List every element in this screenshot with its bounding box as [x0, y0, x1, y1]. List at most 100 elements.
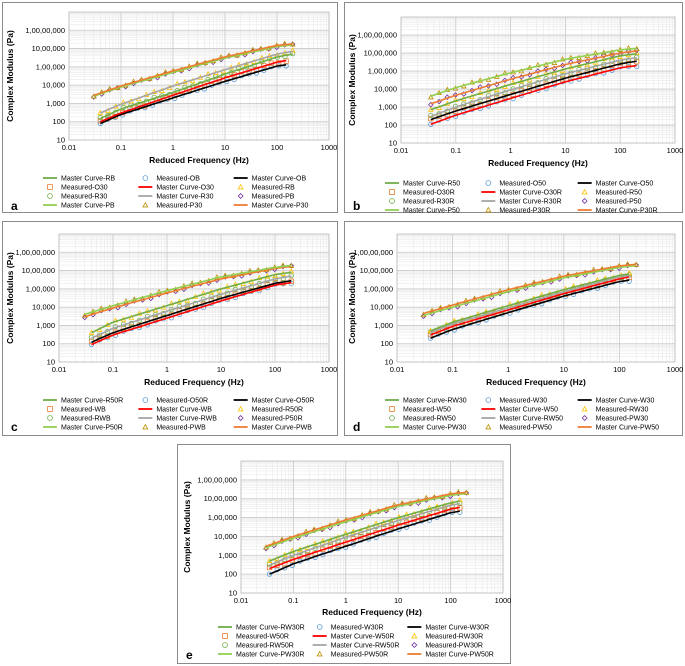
legend-marker-swatch — [581, 188, 588, 195]
legend-marker-swatch — [316, 624, 323, 630]
legend-item: Measured-W30 — [485, 397, 547, 405]
y-tick-label: 10,000 — [214, 532, 237, 541]
legend-item: Measured-RW50R — [222, 642, 294, 650]
panel-label-b: b — [353, 199, 361, 213]
legend-marker-swatch — [581, 198, 588, 204]
legend-item: Measured-R30R — [389, 198, 454, 206]
x-tick-label: 1000 — [667, 146, 684, 155]
legend-item: Measured-PW50R — [316, 650, 389, 659]
legend-label: Master Curve-W50 — [499, 407, 558, 414]
master-curve-pb — [93, 44, 293, 97]
chart-b-master-curves — [430, 47, 637, 126]
legend-item: Measured-R50 — [581, 188, 642, 197]
legend-item: Measured-P30R — [485, 206, 550, 214]
legend-label: Measured-O50 — [499, 181, 546, 188]
x-tick-label: 0.01 — [394, 146, 409, 155]
y-tick-label: 10 — [229, 589, 237, 598]
measured-point-p30r — [510, 74, 516, 81]
chart-panel-e: 0.01 0.1 1 10 100 1000 10 100 1,000 10,000 1,00,00… — [177, 444, 511, 664]
legend-label: Master Curve-OB — [252, 176, 307, 183]
master-curve-p30r — [430, 50, 637, 105]
x-tick-label: 0.1 — [108, 365, 118, 374]
legend-label: Master Curve-P30 — [252, 203, 309, 210]
legend-label: Measured-R50R — [252, 407, 303, 414]
legend-label: Measured-RW30R — [425, 634, 483, 641]
legend-label: Measured-O50R — [156, 398, 208, 405]
legend-marker-swatch — [47, 184, 53, 190]
chart-b-svg: 0.01 0.1 1 10 100 1000 10 100 1,000 10,000 1,00,00… — [347, 16, 684, 214]
legend-marker-swatch — [47, 406, 53, 412]
legend-label: Measured-P50R — [252, 416, 303, 423]
x-tick-label: 1000 — [321, 143, 338, 152]
master-curve-r30r — [430, 56, 637, 118]
legend-label: Master Curve-RW50 — [499, 416, 563, 423]
legend-item: Measured-O50 — [485, 180, 546, 188]
master-curve-p50 — [430, 47, 637, 97]
master-curve-pw50 — [423, 263, 637, 315]
legend-marker-swatch — [389, 189, 395, 195]
legend-item: Measured-OB — [142, 175, 200, 183]
chart-e-gridlines — [240, 461, 504, 594]
legend-item: Master Curve-PWB — [233, 425, 312, 432]
y-tick-label: 10 — [57, 136, 65, 145]
master-curve-o50r — [91, 279, 292, 344]
legend-item: Master Curve-O50R — [233, 398, 315, 405]
x-axis-title: Reduced Frequency (Hz) — [488, 158, 588, 168]
legend-label: Master Curve-O50R — [252, 398, 315, 405]
legend-marker-swatch — [485, 180, 492, 186]
legend-item: Master Curve-R50 — [385, 181, 460, 188]
y-tick-label: 1,00,00,000 — [25, 26, 65, 35]
legend-item: Measured-P30 — [142, 201, 202, 210]
chart-e-master-curves — [265, 491, 467, 575]
legend-marker-swatch — [389, 415, 395, 421]
legend-item: Master Curve-P30 — [233, 203, 309, 210]
x-tick-label: 100 — [614, 146, 627, 155]
legend-label: Master Curve-R30R — [499, 199, 561, 206]
y-tick-label: 1,00,00,000 — [357, 31, 397, 40]
legend-marker-swatch — [142, 201, 149, 208]
measured-point-r50r — [256, 274, 263, 281]
legend-label: Measured-RB — [252, 185, 296, 192]
y-tick-label: 1,00,00,000 — [197, 475, 237, 484]
legend-label: Master Curve-P30R — [596, 208, 658, 214]
master-curve-r30 — [99, 50, 293, 114]
legend-marker-swatch — [47, 415, 53, 421]
x-tick-label: 10 — [217, 365, 225, 374]
legend-label: Measured-PW50 — [499, 425, 552, 432]
legend-item: Measured-PW30 — [581, 415, 649, 423]
y-tick-label: 10 — [47, 358, 55, 367]
legend-item: Measured-RB — [237, 183, 296, 192]
y-axis-title: Complex Modulus (Pa) — [5, 30, 15, 122]
legend-item: Master Curve-PW30R — [218, 652, 304, 659]
legend-item: Measured-P50 — [581, 198, 642, 206]
plot-area-border — [400, 16, 676, 144]
legend-marker-swatch — [222, 633, 228, 639]
legend-label: Measured-W30 — [499, 398, 547, 405]
legend-marker-swatch — [581, 405, 588, 412]
chart-b-measured-points — [427, 45, 640, 127]
y-tick-label: 10,00,000 — [364, 49, 397, 58]
y-tick-label: 100 — [380, 339, 393, 348]
legend-item: Measured-W30R — [316, 624, 384, 632]
chart-panel-a: 0.01 0.1 1 10 100 1000 10 100 1,000 10,000 1,00,00… — [2, 2, 338, 213]
legend-label: Measured-PW30 — [596, 416, 649, 423]
legend-label: Measured-W30R — [331, 625, 384, 632]
measured-point-p30r — [535, 68, 541, 74]
legend-label: Master Curve-R50 — [403, 181, 460, 188]
master-curve-p30 — [93, 43, 293, 97]
x-axis-title: Reduced Frequency (Hz) — [144, 377, 244, 387]
legend-label: Measured-R50 — [596, 190, 642, 197]
y-tick-label: 10,000 — [374, 85, 397, 94]
master-curve-o30r — [430, 64, 637, 126]
legend-label: Master Curve-O50 — [596, 181, 654, 188]
y-tick-label: 1,00,000 — [368, 67, 397, 76]
legend-label: Measured-RW50 — [403, 416, 456, 423]
legend-item: Measured-RW50 — [389, 415, 456, 423]
chart-panel-c: 0.01 0.1 1 10 100 1000 10 100 1,000 10,000 1,00,00… — [2, 221, 338, 436]
y-tick-label: 10,000 — [32, 303, 55, 312]
legend-label: Measured-PW50R — [331, 652, 389, 659]
x-tick-label: 1 — [509, 146, 513, 155]
legend-label: Master Curve-PW30 — [403, 425, 467, 432]
chart-c-gridlines — [58, 234, 330, 363]
legend-item: Measured-O30R — [389, 189, 455, 197]
